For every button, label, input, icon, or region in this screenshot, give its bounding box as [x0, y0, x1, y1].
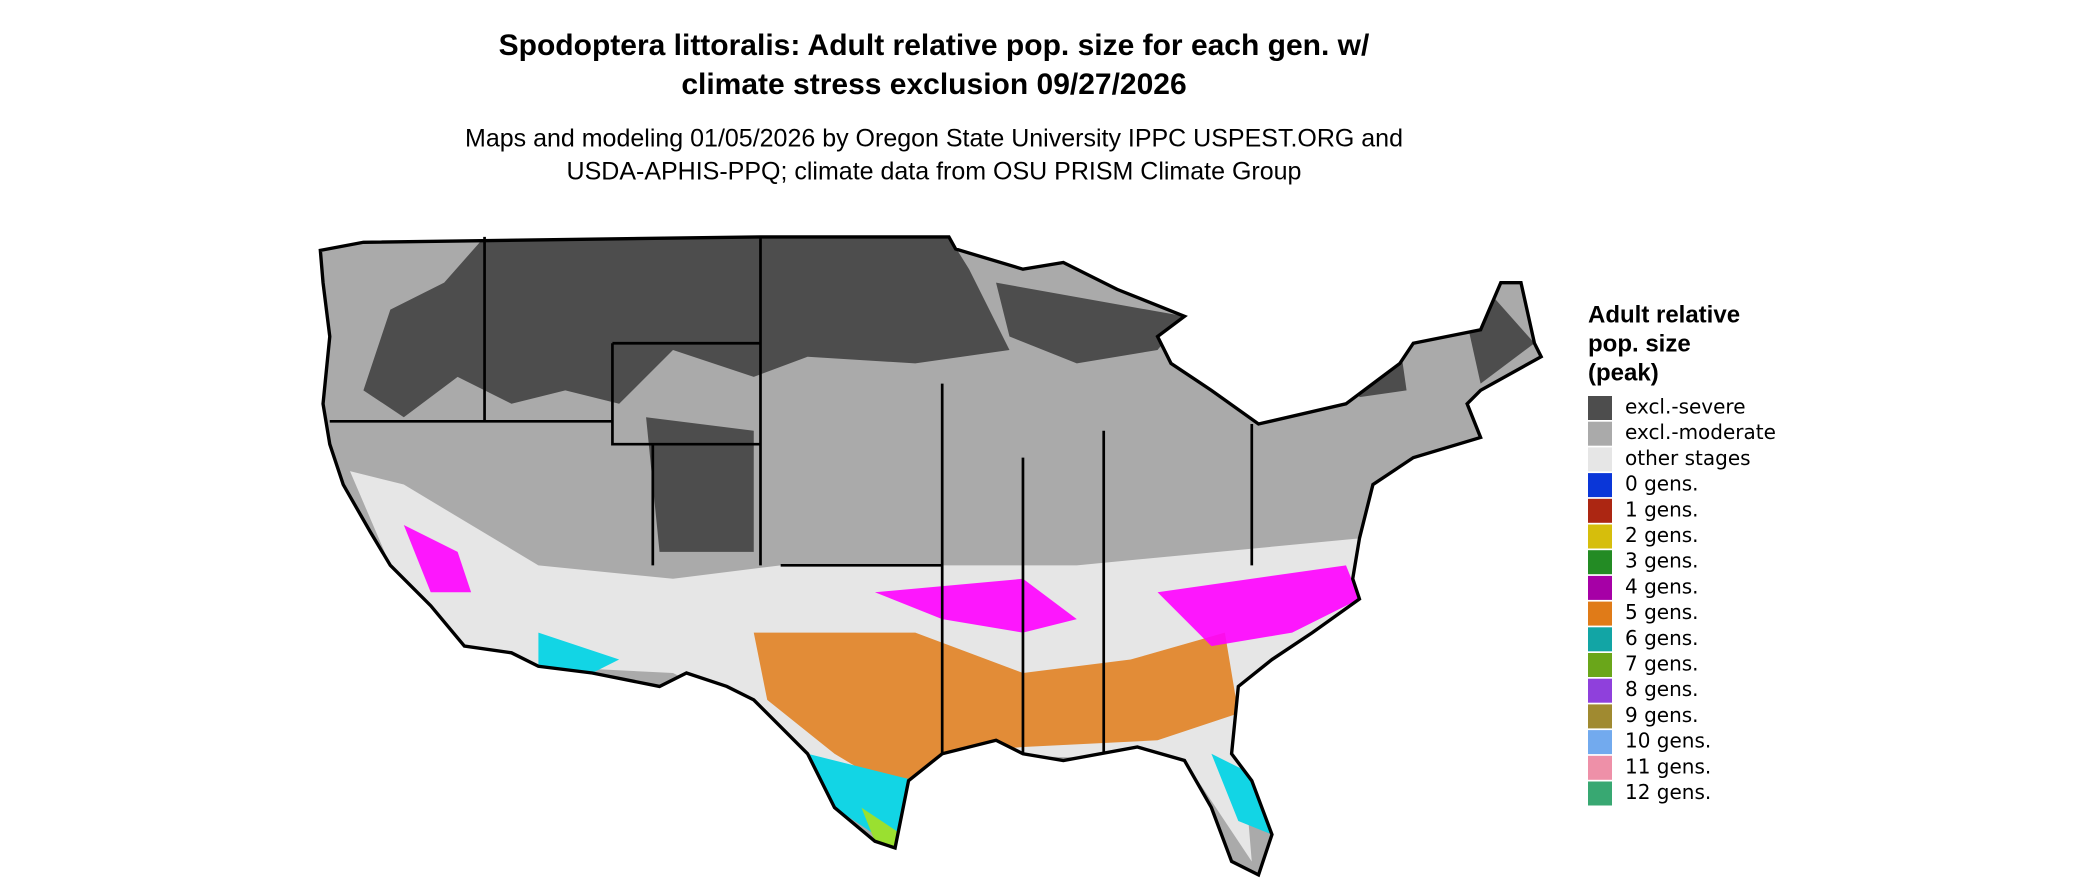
- legend-label: 4 gens.: [1625, 574, 1699, 598]
- legend-swatch: [1588, 755, 1612, 780]
- title: Spodoptera littoralis: Adult relative po…: [499, 29, 1370, 62]
- legend-label: 0 gens.: [1625, 472, 1699, 496]
- subtitle: Maps and modeling 01/05/2026 by Oregon S…: [465, 125, 1403, 153]
- title: climate stress exclusion 09/27/2026: [681, 68, 1186, 101]
- legend-swatch: [1588, 473, 1612, 498]
- legend-label: 1 gens.: [1625, 497, 1699, 521]
- legend-swatch: [1588, 704, 1612, 729]
- subtitle: USDA-APHIS-PPQ; climate data from OSU PR…: [567, 158, 1302, 186]
- legend-label: excl.-moderate: [1625, 420, 1776, 444]
- legend-label: 10 gens.: [1625, 729, 1711, 753]
- legend-title: pop. size: [1588, 330, 1691, 357]
- legend-swatch: [1588, 421, 1612, 446]
- legend-label: 3 gens.: [1625, 549, 1699, 573]
- legend-swatch: [1588, 550, 1612, 575]
- legend-swatch: [1588, 575, 1612, 600]
- legend-title: (peak): [1588, 359, 1659, 386]
- map: [318, 235, 1544, 878]
- legend-swatch: [1588, 781, 1612, 806]
- legend-swatch: [1588, 447, 1612, 472]
- legend-label: excl.-severe: [1625, 395, 1746, 419]
- legend-swatch: [1588, 498, 1612, 523]
- legend-swatch: [1588, 396, 1612, 420]
- legend-label: 12 gens.: [1625, 780, 1711, 804]
- legend-swatch: [1588, 653, 1612, 677]
- legend-swatch: [1588, 627, 1612, 652]
- legend-title: Adult relative: [1588, 301, 1740, 328]
- legend-label: 11 gens.: [1625, 754, 1711, 778]
- legend-swatch: [1588, 601, 1612, 626]
- legend-swatch: [1588, 678, 1612, 703]
- legend-label: 6 gens.: [1625, 626, 1699, 650]
- legend-swatch: [1588, 730, 1612, 755]
- legend-label: 2 gens.: [1625, 523, 1699, 547]
- legend-label: 8 gens.: [1625, 677, 1699, 701]
- legend-label: other stages: [1625, 446, 1751, 470]
- legend-swatch: [1588, 524, 1612, 549]
- legend-label: 9 gens.: [1625, 703, 1699, 727]
- legend-label: 7 gens.: [1625, 652, 1699, 676]
- legend-label: 5 gens.: [1625, 600, 1699, 624]
